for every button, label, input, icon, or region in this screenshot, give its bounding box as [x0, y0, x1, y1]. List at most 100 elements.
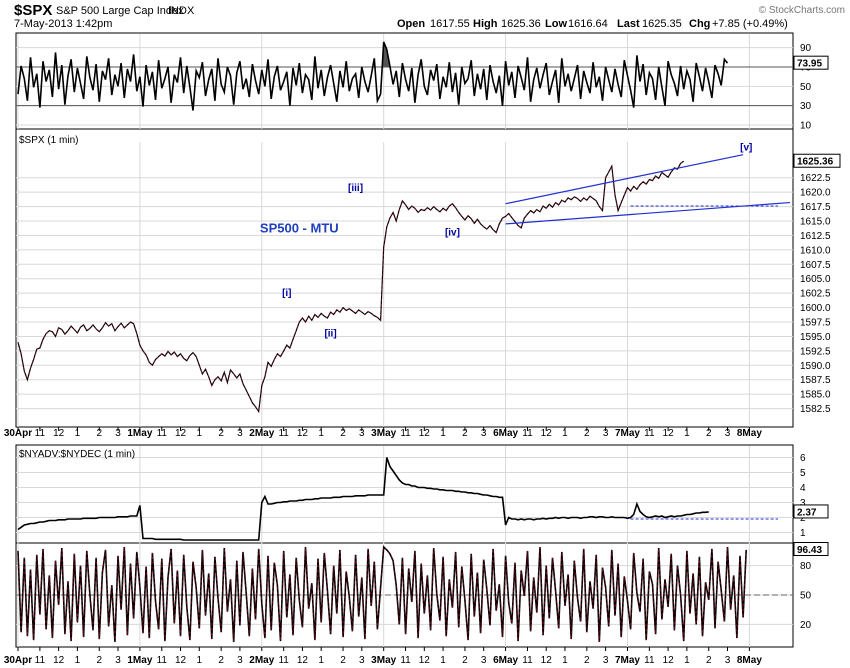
x-tick-label: 3: [359, 655, 365, 666]
x-tick-label: 8May: [737, 655, 762, 666]
y-tick-label-indicator-top: 90: [800, 43, 812, 54]
x-tick-label: 11: [400, 655, 411, 666]
y-tick-label-price: 1600.0: [800, 303, 831, 314]
y-tick-label-price: 1617.5: [800, 202, 831, 213]
last-value-box-indicator-top: [793, 55, 829, 70]
y-tick-label-price: 1587.5: [800, 375, 831, 386]
x-tick-label: 30Apr: [4, 655, 32, 666]
x-tick-label: 11: [278, 655, 289, 666]
chart-annotation: SP500 - MTU: [260, 221, 339, 236]
x-tick-label: 11: [157, 655, 168, 666]
last-label: Last: [617, 18, 640, 30]
y-tick-label-breadth: 3: [800, 498, 806, 509]
x-tick-label: 30Apr: [4, 428, 32, 439]
x-tick-label: 1: [684, 428, 690, 439]
wave-label: [iii]: [348, 183, 363, 194]
x-tick-label: 1: [196, 655, 202, 666]
y-tick-label-price: 1607.5: [800, 260, 831, 271]
x-tick-label: 12: [663, 655, 675, 666]
chart-header: $SPX S&P 500 Large Cap Index INDX 7-May-…: [14, 2, 845, 30]
x-tick-label: 2: [218, 655, 224, 666]
x-tick-label: 6May: [493, 428, 518, 439]
y-tick-label-indicator-top: 50: [800, 82, 812, 93]
last-value-label-indicator-top: 73.95: [797, 59, 822, 70]
x-tick-label: 12: [663, 428, 675, 439]
x-tick-label: 3: [603, 655, 609, 666]
x-tick-label: 2May: [249, 655, 274, 666]
y-tick-label-price: 1620.0: [800, 188, 831, 199]
y-tick-label-breadth: 1: [800, 528, 806, 539]
x-tick-label: 2: [706, 655, 712, 666]
y-tick-label-indicator-bottom: 20: [800, 620, 812, 631]
x-tick-label: 1May: [127, 655, 152, 666]
x-tick-label: 12: [297, 655, 309, 666]
y-tick-label-indicator-top: 10: [800, 121, 812, 132]
high-value: 1625.36: [501, 18, 541, 30]
last-value-label-breadth: 2.37: [797, 507, 817, 518]
x-tick-label: 3May: [371, 428, 396, 439]
x-tick-label: 11: [644, 428, 655, 439]
symbol: $SPX: [14, 2, 52, 19]
x-tick-label: 1: [440, 655, 446, 666]
last-value-label-price: 1625.36: [797, 157, 834, 168]
x-tick-label: 3: [237, 428, 243, 439]
x-tick-label: 3: [481, 655, 487, 666]
x-tick-label: 2: [96, 428, 102, 439]
x-tick-label: 2: [340, 428, 346, 439]
x-tick-label: 12: [175, 655, 187, 666]
x-tick-label: 3: [115, 655, 121, 666]
x-tick-label: 2May: [249, 428, 274, 439]
timestamp: 7-May-2013 1:42pm: [14, 18, 112, 30]
chg-label: Chg: [689, 18, 710, 30]
wave-label: [iv]: [445, 227, 460, 238]
x-tick-label: 2: [584, 428, 590, 439]
x-tick-label: 1: [562, 428, 568, 439]
x-tick-label: 1: [562, 655, 568, 666]
open-label: Open: [397, 18, 425, 30]
x-tick-label: 11: [400, 428, 411, 439]
x-tick-label: 1: [75, 655, 81, 666]
last-value: 1625.35: [642, 18, 682, 30]
y-tick-label-price: 1615.0: [800, 217, 831, 228]
low-value: 1616.64: [568, 18, 608, 30]
x-tick-label: 3: [359, 428, 365, 439]
last-value-box-breadth: [793, 504, 829, 519]
x-tick-label: 11: [35, 428, 46, 439]
high-label: High: [473, 18, 498, 30]
x-tick-label: 12: [419, 655, 431, 666]
x-tick-label: 2: [462, 428, 468, 439]
series-accent-indicator-bottom: [17, 546, 747, 643]
y-tick-label-breadth: 4: [800, 483, 806, 494]
annotations-layer: [i] [ii] [iii] [iv] [v] SP500 - MTU: [260, 143, 791, 520]
series-line-indicator-top: [17, 41, 729, 111]
series-line-price: [17, 160, 685, 414]
x-tick-label: 2: [584, 655, 590, 666]
y-tick-label-price: 1592.5: [800, 346, 831, 357]
y-tick-label-price: 1595.0: [800, 332, 831, 343]
x-tick-label: 1May: [127, 428, 152, 439]
x-tick-label: 12: [541, 428, 553, 439]
x-tick-label: 3: [603, 428, 609, 439]
y-tick-label-indicator-bottom: 50: [800, 591, 812, 602]
y-tick-label-price: 1602.5: [800, 289, 831, 300]
wave-label: [v]: [740, 143, 752, 154]
x-tick-label: 11: [522, 655, 533, 666]
chg-value: +7.85 (+0.49%): [712, 18, 788, 30]
x-tick-label: 7May: [615, 428, 640, 439]
x-tick-label: 12: [419, 428, 431, 439]
x-tick-label: 11: [157, 428, 168, 439]
x-tick-label: 12: [541, 655, 553, 666]
x-tick-label: 3: [725, 428, 731, 439]
x-tick-label: 1: [440, 428, 446, 439]
x-tick-label: 1: [75, 428, 81, 439]
x-tick-label: 3: [237, 655, 243, 666]
last-value-box-indicator-bottom: [793, 541, 829, 556]
y-tick-label-breadth: 5: [800, 468, 806, 479]
breadth-pane-title: $NYADV:$NYDEC (1 min): [19, 449, 135, 460]
x-tick-label: 12: [297, 428, 309, 439]
last-value-box-price: [793, 153, 841, 168]
x-tick-label: 11: [278, 428, 289, 439]
y-axis-ticks: 103050709073.951582.51585.01587.51590.01…: [793, 43, 841, 631]
y-tick-label-price: 1597.5: [800, 318, 831, 329]
